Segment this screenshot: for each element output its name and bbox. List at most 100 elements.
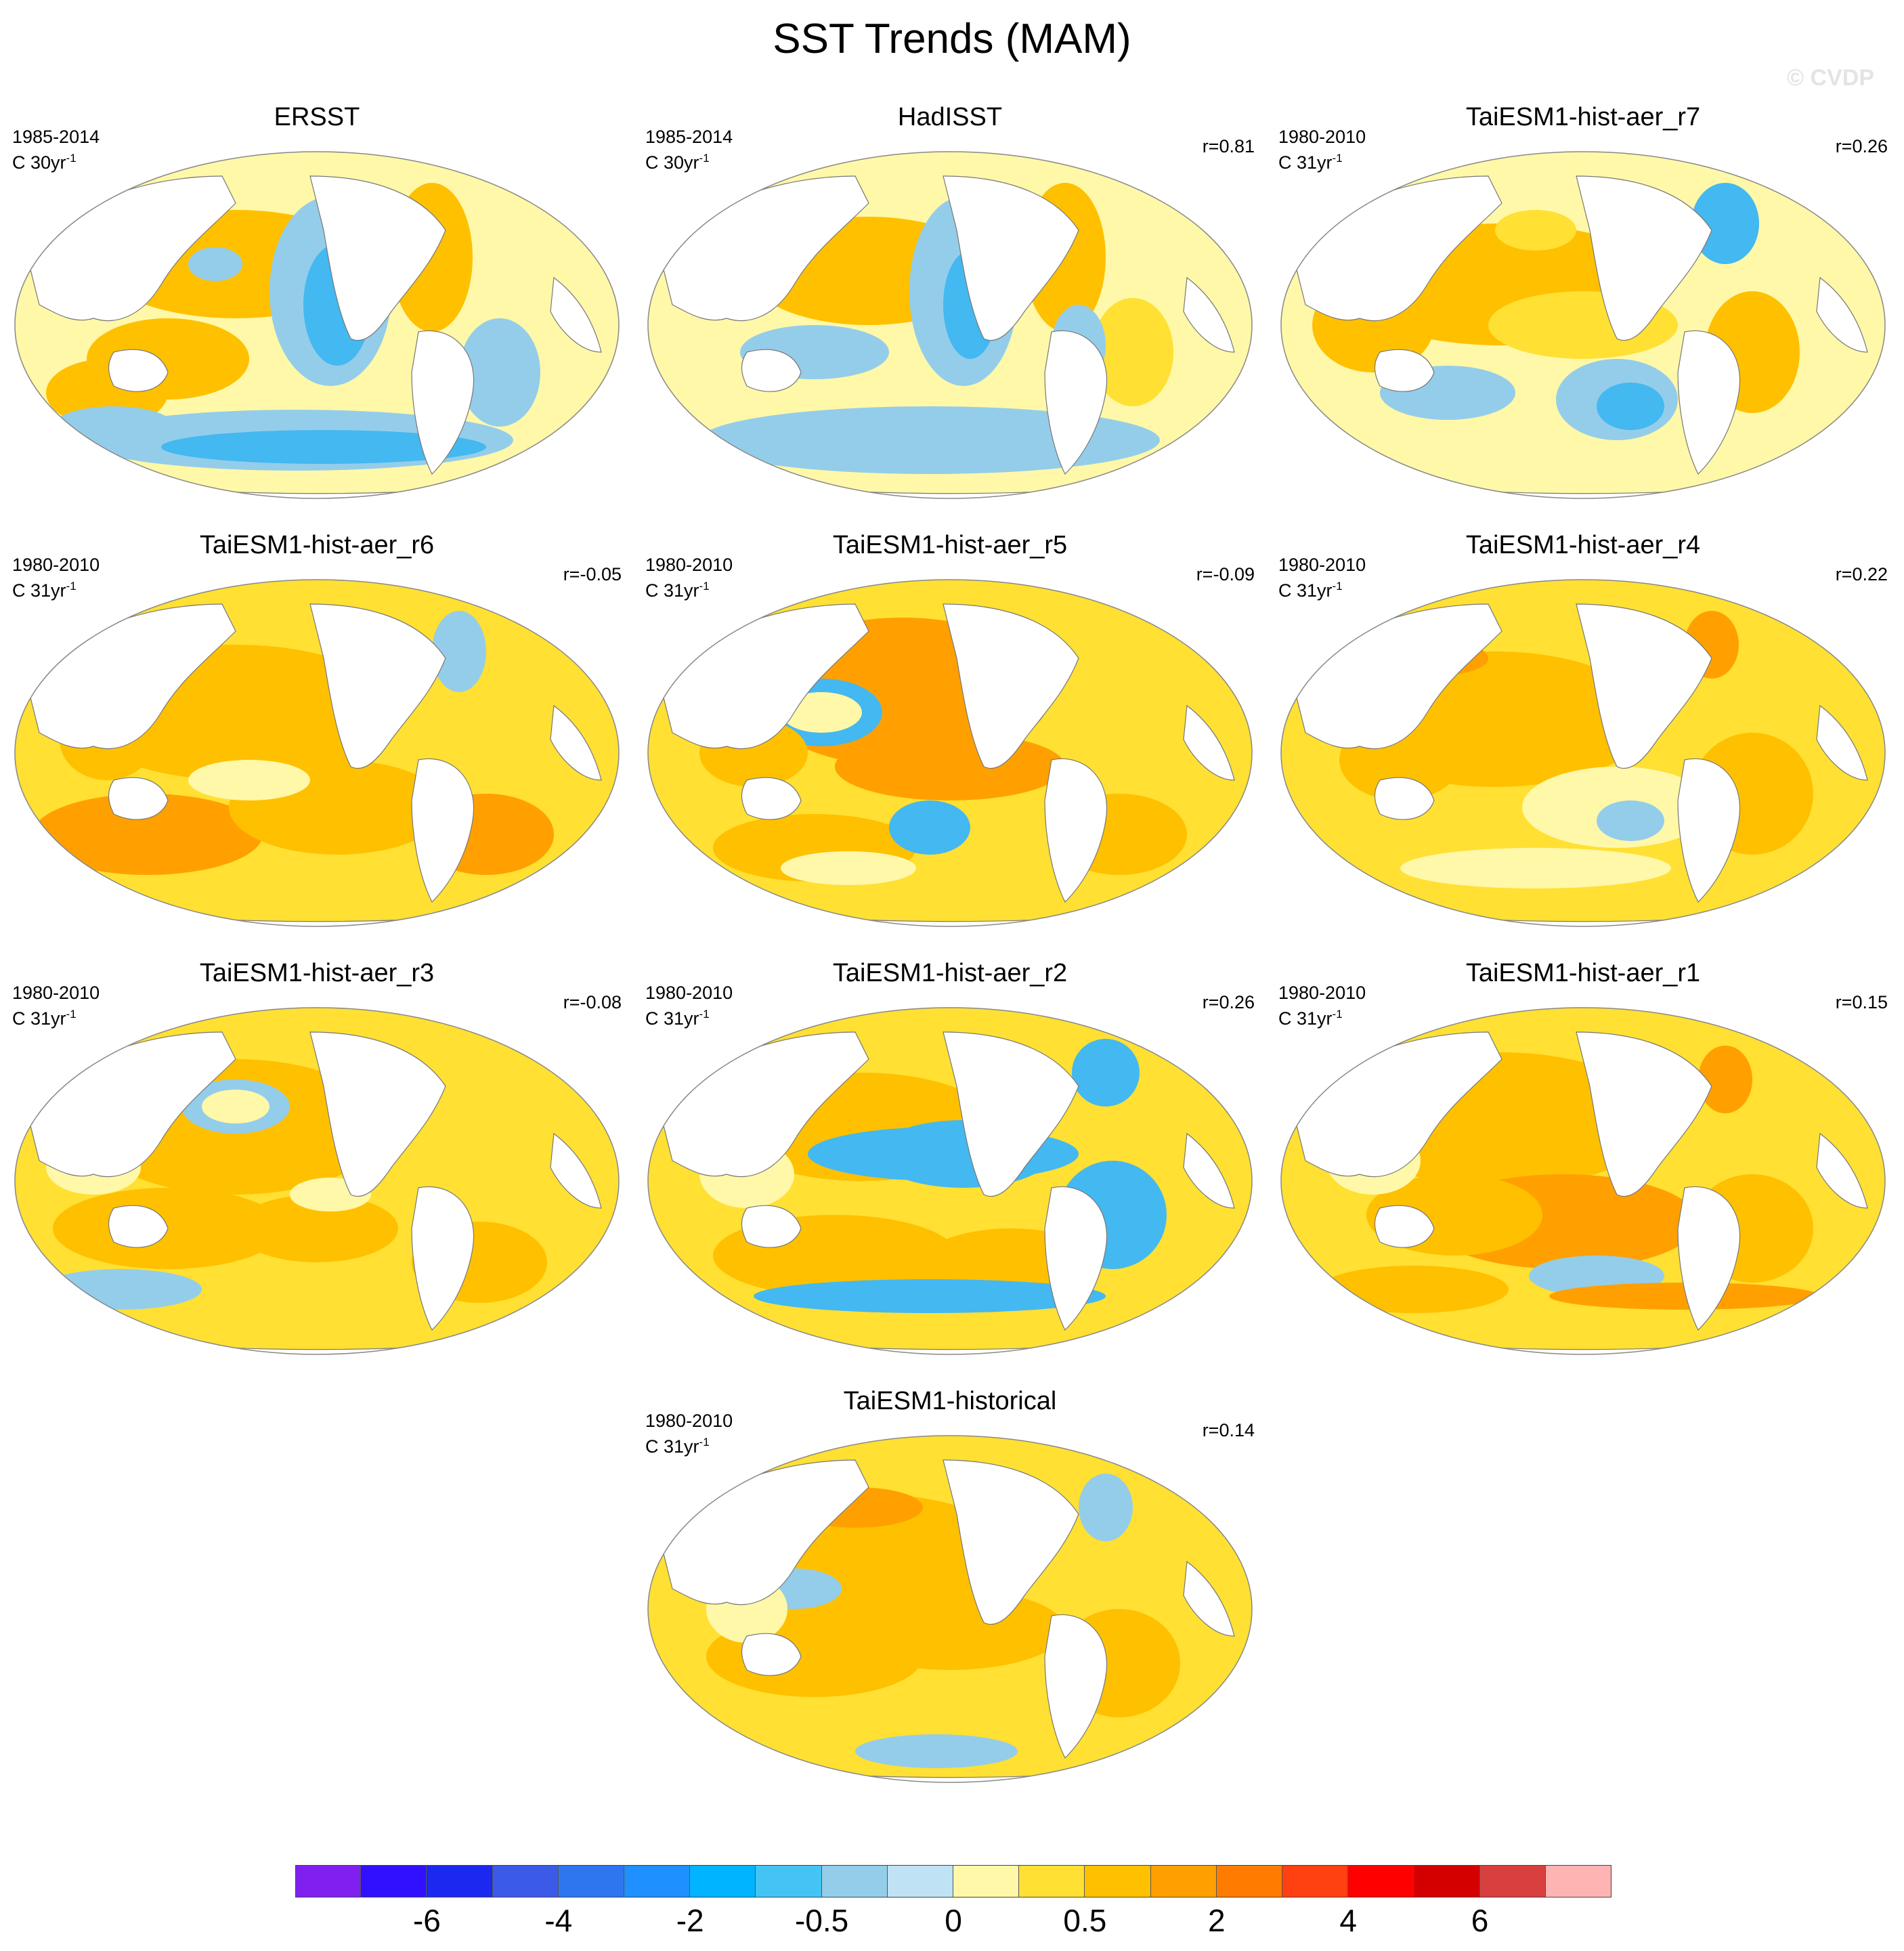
land-mask: [550, 704, 602, 781]
units-base: C 31yr: [12, 1008, 66, 1029]
panel-units: C 31yr-1: [1278, 148, 1343, 173]
land-mask: [108, 349, 169, 392]
pattern-correlation: r=0.14: [1202, 1420, 1255, 1440]
land-mask: [741, 1633, 802, 1676]
units-base: C 31yr: [1278, 1008, 1333, 1029]
sst-contour: [1092, 298, 1173, 406]
pattern-correlation: r=0.15: [1835, 992, 1888, 1012]
colorbar-swatch: [1085, 1865, 1151, 1898]
sst-trend-map: [1280, 151, 1886, 499]
units-exponent: -1: [699, 152, 710, 165]
units-base: C 31yr: [645, 1008, 699, 1029]
panel-period: 1980-2010: [12, 983, 100, 1003]
map-border: [1280, 151, 1886, 499]
colorbar-swatch: [624, 1865, 691, 1898]
units-exponent: -1: [1332, 152, 1343, 165]
sst-contour: [1597, 383, 1664, 430]
sst-trend-map: [1280, 579, 1886, 927]
colorbar-label: -4: [544, 1903, 573, 1938]
sst-contour: [188, 247, 242, 281]
colorbar-swatch: [1479, 1865, 1546, 1898]
map-panel: TaiESM1-hist-aer_r6 1980-2010 C 31yr-1 r=-0…: [12, 530, 622, 936]
map-border: [1280, 579, 1886, 927]
units-base: C 30yr: [645, 152, 699, 173]
panel-units: C 30yr-1: [645, 148, 710, 173]
units-exponent: -1: [699, 1436, 710, 1449]
panel-title: TaiESM1-hist-aer_r7: [1465, 103, 1701, 131]
colorbar-swatch: [361, 1865, 427, 1898]
sst-contour: [1072, 1039, 1140, 1107]
land-mask: [309, 603, 446, 769]
land-mask: [1044, 1614, 1108, 1759]
colorbar-label: 4: [1339, 1903, 1357, 1938]
colorbar-label: -2: [676, 1903, 704, 1938]
panel-title: TaiESM1-hist-aer_r2: [832, 959, 1068, 987]
map-panel: TaiESM1-hist-aer_r3 1980-2010 C 31yr-1 r=-0…: [12, 958, 622, 1364]
sst-contour: [1597, 800, 1664, 841]
panel-units: C 31yr-1: [1278, 576, 1343, 601]
colorbar-swatch: [1348, 1865, 1414, 1898]
colorbar-label: 0: [945, 1903, 962, 1938]
map-panel: TaiESM1-hist-aer_r2 1980-2010 C 31yr-1 r=0.…: [645, 958, 1255, 1364]
map-panel: TaiESM1-hist-aer_r7 1980-2010 C 31yr-1 r=0.…: [1278, 102, 1888, 508]
panel-units: C 31yr-1: [1278, 1004, 1343, 1029]
colorbar-label: 0.5: [1063, 1903, 1107, 1938]
panel-title: HadISST: [897, 103, 1003, 131]
map-border: [647, 579, 1253, 927]
map-border: [1280, 1007, 1886, 1355]
colorbar-swatch: [821, 1865, 888, 1898]
sst-contour: [188, 760, 310, 800]
colorbar-label: -0.5: [794, 1903, 849, 1938]
land-mask: [1183, 276, 1235, 353]
colorbar-swatch: [1545, 1865, 1611, 1898]
sst-trend-map: [647, 579, 1253, 927]
sst-contour: [202, 1090, 269, 1123]
land-mask: [1374, 1205, 1435, 1248]
units-exponent: -1: [66, 152, 77, 165]
land-mask: [1816, 276, 1868, 353]
sst-contour: [33, 794, 263, 875]
units-base: C 31yr: [645, 580, 699, 601]
panel-units: C 31yr-1: [12, 576, 77, 601]
land-mask: [1374, 777, 1435, 820]
land-mask: [943, 175, 1079, 341]
pattern-correlation: r=-0.08: [563, 992, 622, 1012]
land-mask: [1677, 330, 1741, 475]
land-mask: [1816, 1132, 1868, 1209]
land-mask: [1677, 758, 1741, 903]
map-panel: TaiESM1-historical 1980-2010 C 31yr-1 r=0.1…: [645, 1386, 1255, 1792]
sst-field: [1281, 580, 1885, 926]
sst-field: [15, 580, 619, 926]
panel-title: TaiESM1-historical: [843, 1387, 1057, 1415]
sst-trend-map: [647, 1007, 1253, 1355]
land-mask: [1576, 603, 1712, 769]
sst-trend-map: [14, 579, 620, 927]
panel-title: TaiESM1-hist-aer_r5: [832, 531, 1068, 559]
colorbar-swatch: [1019, 1865, 1085, 1898]
panel-period: 1980-2010: [12, 555, 100, 575]
pattern-correlation: r=0.26: [1835, 136, 1888, 156]
panel-title: TaiESM1-hist-aer_r3: [199, 959, 435, 987]
units-exponent: -1: [1332, 580, 1343, 593]
sst-trend-map: [14, 1007, 620, 1355]
colorbar-swatch: [690, 1865, 756, 1898]
sst-contour: [53, 406, 175, 447]
panel-period: 1980-2010: [645, 555, 733, 575]
map-border: [647, 151, 1253, 499]
map-border: [647, 1007, 1253, 1355]
map-panel: TaiESM1-hist-aer_r5 1980-2010 C 31yr-1 r=-0…: [645, 530, 1255, 936]
units-exponent: -1: [66, 580, 77, 593]
land-mask: [741, 349, 802, 392]
sst-contour: [781, 851, 916, 885]
sst-field: [648, 152, 1252, 498]
land-mask: [943, 1031, 1079, 1197]
units-base: C 31yr: [645, 1436, 699, 1457]
land-mask: [550, 276, 602, 353]
colorbar-swatch: [1414, 1865, 1480, 1898]
land-mask: [1183, 1132, 1235, 1209]
colorbar-swatch: [1216, 1865, 1282, 1898]
land-mask: [1183, 704, 1235, 781]
panel-period: 1980-2010: [1278, 983, 1366, 1003]
land-mask: [411, 1186, 475, 1331]
panel-title: ERSST: [274, 103, 360, 131]
